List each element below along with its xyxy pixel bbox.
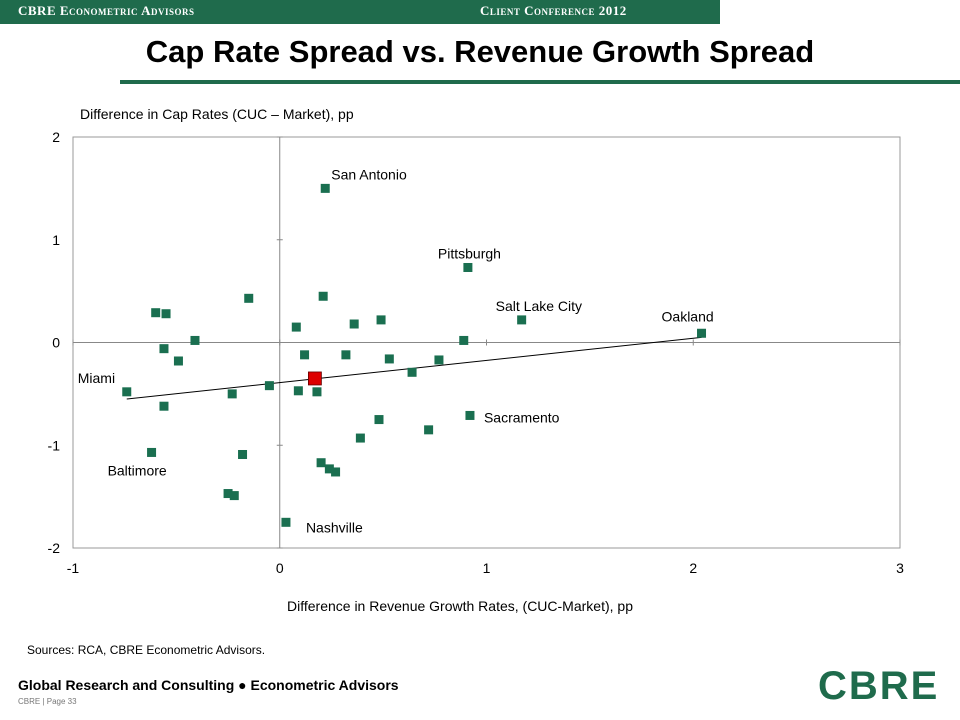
data-point: [227, 389, 237, 399]
data-point: [147, 447, 157, 457]
slide-title: Cap Rate Spread vs. Revenue Growth Sprea…: [145, 34, 815, 69]
title-rule: [120, 80, 960, 84]
point-label: Oakland: [662, 308, 714, 324]
header-left-label: CBRE Econometric Advisors: [18, 3, 195, 18]
data-point: [349, 319, 359, 329]
data-point: [264, 381, 274, 391]
point-label: Pittsburgh: [438, 245, 501, 261]
data-point: [229, 491, 239, 501]
x-tick-label: 3: [896, 560, 904, 576]
data-point: [407, 367, 417, 377]
footer-text: Global Research and Consulting ● Econome…: [18, 677, 399, 693]
point-label: Sacramento: [484, 409, 560, 425]
cbre-logo: CBRE: [818, 664, 940, 708]
data-point: [318, 291, 328, 301]
data-point: [223, 489, 233, 499]
data-point: [151, 308, 161, 318]
data-point: [300, 350, 310, 360]
data-point: [434, 355, 444, 365]
data-point: [159, 401, 169, 411]
data-point: [465, 410, 475, 420]
point-label: San Antonio: [331, 166, 407, 182]
data-point: [122, 387, 132, 397]
data-point: [697, 328, 707, 338]
page-number: CBRE | Page 33: [18, 697, 77, 706]
data-point: [159, 344, 169, 354]
x-tick-label: 0: [276, 560, 284, 576]
y-tick-label: 2: [52, 129, 60, 145]
sources-note: Sources: RCA, CBRE Econometric Advisors.: [27, 643, 266, 657]
x-tick-label: 1: [483, 560, 491, 576]
y-tick-label: 0: [52, 335, 60, 351]
data-point: [320, 183, 330, 193]
header-bar: CBRE Econometric Advisors Client Confere…: [0, 0, 720, 24]
data-point: [341, 350, 351, 360]
point-label: Miami: [78, 370, 115, 386]
data-point: [312, 387, 322, 397]
point-label: Salt Lake City: [496, 298, 582, 314]
data-point: [355, 433, 365, 443]
data-point: [517, 315, 527, 325]
x-tick-label: -1: [67, 560, 80, 576]
data-point: [463, 262, 473, 272]
data-point: [324, 464, 334, 474]
data-point: [459, 335, 469, 345]
data-point: [238, 449, 248, 459]
data-point: [374, 415, 384, 425]
data-point: [424, 425, 434, 435]
data-point: [190, 335, 200, 345]
data-point: [161, 309, 171, 319]
point-label: Nashville: [306, 519, 363, 535]
data-point: [316, 458, 326, 468]
header-right-label: Client Conference 2012: [480, 3, 627, 18]
data-point: [384, 354, 394, 364]
data-point: [244, 293, 254, 303]
data-point: [173, 356, 183, 366]
data-point: [293, 386, 303, 396]
point-label: Baltimore: [108, 462, 167, 478]
y-tick-label: 1: [52, 232, 60, 248]
y-tick-label: -1: [48, 437, 61, 453]
data-point: [281, 517, 291, 527]
data-point: [376, 315, 386, 325]
x-axis-label: Difference in Revenue Growth Rates, (CUC…: [287, 598, 633, 614]
y-tick-label: -2: [48, 540, 61, 556]
highlight-point: [307, 371, 322, 386]
x-tick-label: 2: [689, 560, 697, 576]
data-point: [331, 467, 341, 477]
data-point: [291, 322, 301, 332]
y-axis-label: Difference in Cap Rates (CUC – Market), …: [80, 106, 354, 122]
